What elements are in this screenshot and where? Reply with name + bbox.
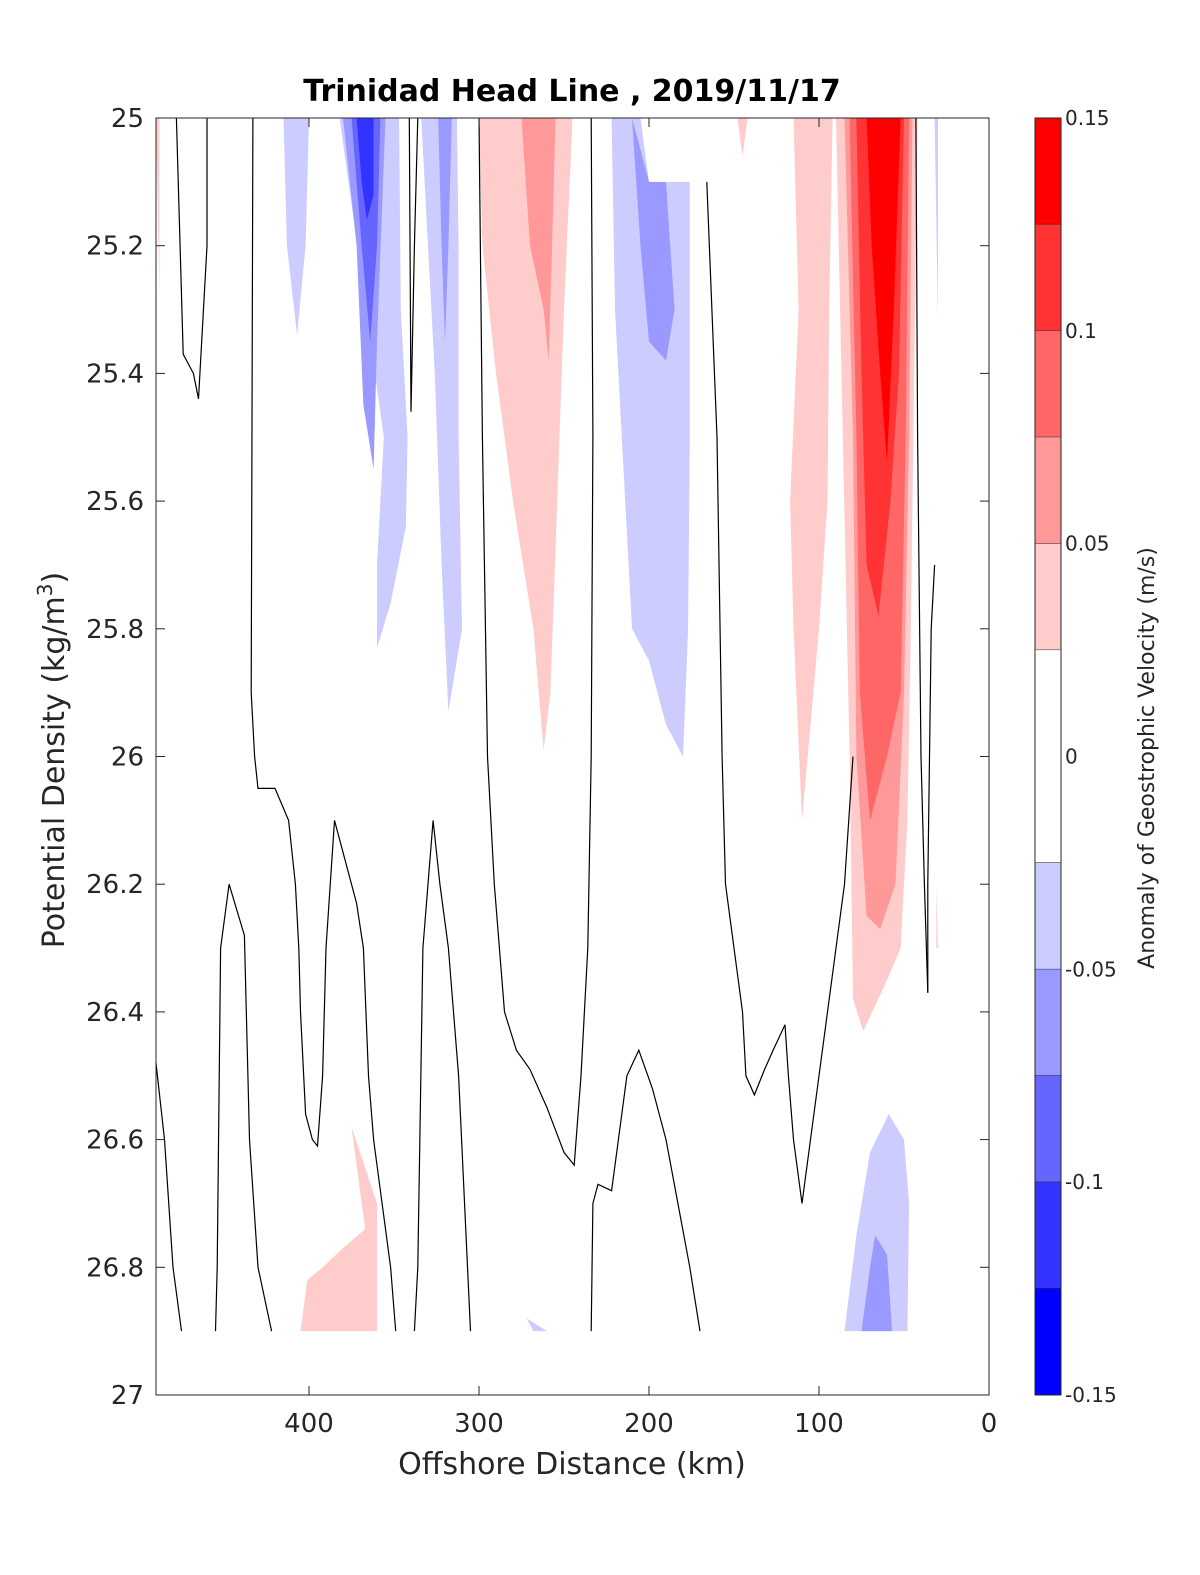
colorbar-tick-label: -0.15 [1065,1383,1117,1407]
x-tick-label: 0 [981,1409,998,1439]
y-tick-label: 27 [111,1381,144,1411]
colorbar-segment [1035,1182,1061,1289]
colorbar-segment [1035,543,1061,651]
contour-region-pos-edge-left [156,118,160,297]
x-tick-label: 200 [624,1409,674,1439]
contour-region-neg-mid-7 [438,118,452,342]
colorbar-segment [1035,650,1061,863]
y-axis-ticks: 25 25.2 25.4 25.6 25.8 26 26.2 26.4 26.6 26.8 27 [86,104,989,1411]
contour-region-pos-right-1 [737,118,748,157]
contour-region-pos-edge-right [936,884,938,949]
colorbar-tick-label: 0 [1065,745,1078,769]
x-axis-ticks: 400 300 200 100 0 [284,118,997,1439]
zero-contour-line-3 [478,117,594,1167]
colorbar-tick-label: 0.1 [1065,319,1097,343]
y-axis-label-superscript: 3 [33,583,57,596]
zero-contour-line-5 [915,117,929,993]
zero-contour-line-4 [706,181,854,1204]
zero-contour-lines [155,117,936,1332]
y-tick-label: 25.6 [86,487,144,517]
y-axis-label-main: Potential Density (kg/m [37,596,72,948]
colorbar-segment [1035,224,1061,331]
y-tick-label: 26.8 [86,1253,144,1283]
contour-region-neg-mid-9 [632,118,675,361]
zero-contour-line-0 [175,117,208,400]
contour-region-neg-mid-5 [356,118,374,221]
y-tick-label: 26.2 [86,870,144,900]
contour-region-pos-bot-1 [300,1126,377,1332]
colorbar-segment [1035,1288,1061,1395]
contour-region-neg-bot-3 [526,1318,547,1332]
contour-region-neg-bot-2 [861,1235,893,1332]
x-axis-label: Offshore Distance (km) [398,1447,746,1482]
zero-contour-line-2 [408,117,419,412]
colorbar-tick-label: 0.05 [1065,532,1110,556]
zero-contour-line-6 [927,564,936,993]
colorbar-frame [1034,117,1062,1396]
x-tick-label: 400 [284,1409,334,1439]
colorbar-label: Anomaly of Geostrophic Velocity (m/s) [1135,547,1160,969]
zero-contour-line-8 [214,884,273,1332]
zero-contour-line-10 [590,1048,701,1332]
filled-contour-regions [156,118,938,1332]
contour-region-neg-edge [934,118,938,323]
colorbar-segment [1035,330,1061,438]
colorbar-segment [1035,862,1061,970]
contour-region-neg-bot-1 [844,1114,910,1332]
zero-contour-line-7 [155,1062,183,1332]
contour-region-neg-top-white [640,118,700,182]
colorbar-tick-label: -0.05 [1065,957,1117,981]
zero-contour-line-1 [250,117,397,1332]
chart-title: Trinidad Head Line , 2019/11/17 [303,74,840,109]
y-tick-label: 26.6 [86,1126,144,1156]
contour-region-neg-mid-1 [283,118,309,336]
colorbar-segment [1035,969,1061,1076]
y-axis-label-close: ) [37,572,72,584]
x-tick-label: 300 [454,1409,504,1439]
colorbar-segment [1035,118,1061,225]
colorbar-tick-label: 0.15 [1065,106,1110,130]
y-tick-label: 25.8 [86,615,144,645]
contour-region-pos-mid-2 [521,118,556,361]
contour-region-pos-core-5 [866,118,901,463]
contour-region-neg-mid-6 [421,118,462,712]
y-tick-label: 26.4 [86,998,144,1028]
contour-region-pos-right-2 [790,118,833,821]
y-tick-label: 26 [111,743,144,773]
y-axis-label: Potential Density (kg/m3) [33,572,72,948]
zero-contour-line-9 [413,820,472,1332]
y-tick-label: 25 [111,104,144,134]
colorbar-segment [1035,1075,1061,1183]
y-tick-label: 25.4 [86,359,144,389]
contour-region-neg-mid-2 [339,118,408,648]
colorbar-tick-label: -0.1 [1065,1170,1104,1194]
colorbar-segment [1035,437,1061,544]
x-tick-label: 100 [794,1409,844,1439]
colorbar: 0.15 0.1 0.05 0 -0.05 -0.1 -0.15 [1034,106,1117,1407]
y-tick-label: 25.2 [86,232,144,262]
